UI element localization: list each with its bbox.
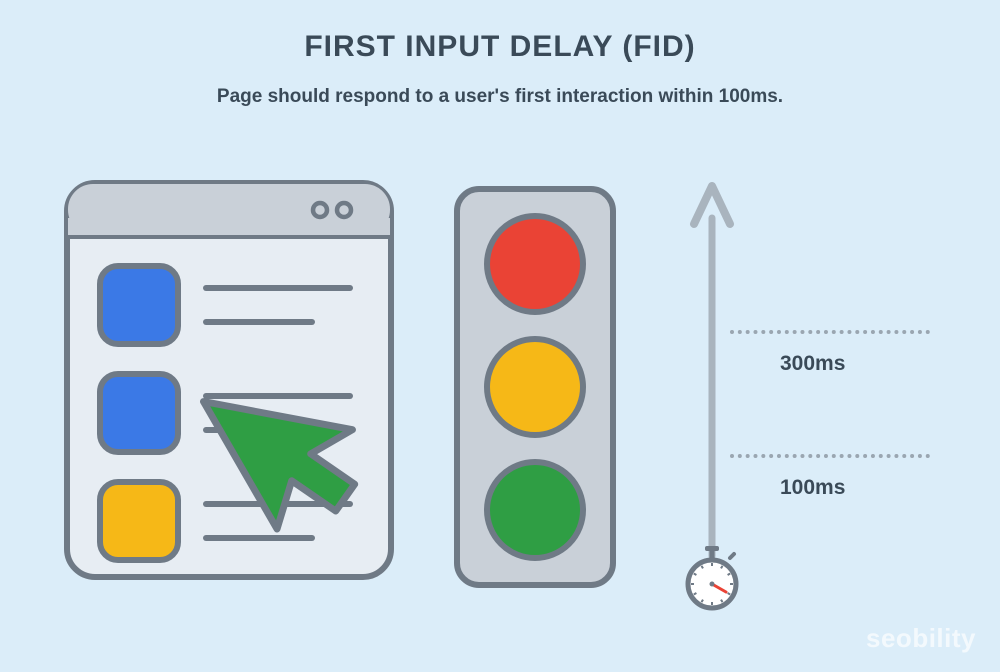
infographic-canvas: FIRST INPUT DELAY (FID) Page should resp… [0,0,1000,672]
threshold-label-300: 300ms [780,352,845,376]
threshold-label-100: 100ms [780,476,845,500]
browser-icon [64,180,394,590]
timing-scale: 300ms 100ms [676,180,936,610]
browser-card [64,180,394,595]
threshold-line-300 [730,330,930,334]
page-title: FIRST INPUT DELAY (FID) [0,30,1000,64]
traffic-light [454,186,616,593]
stopwatch-icon [682,546,742,616]
page-subtitle: Page should respond to a user's first in… [0,86,1000,108]
traffic-light-icon [454,186,616,588]
brand-watermark: seobility [866,623,976,654]
upward-arrow-icon [682,180,742,590]
illustration-row: 300ms 100ms [0,170,1000,672]
threshold-line-100 [730,454,930,458]
